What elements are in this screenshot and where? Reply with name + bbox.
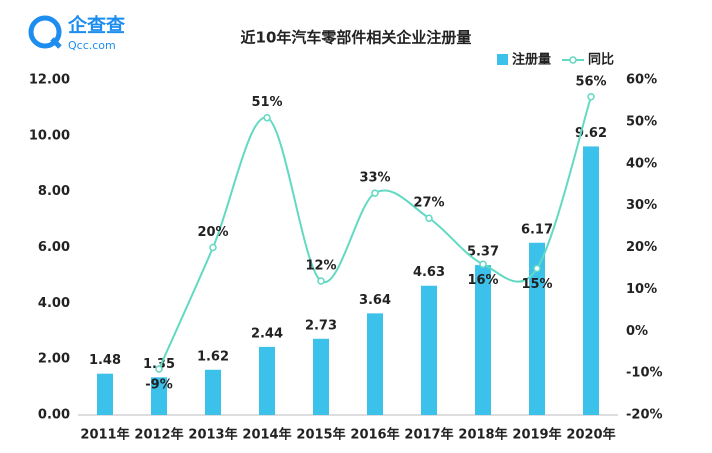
line-marker [371,189,379,197]
bar-label: 1.62 [197,349,229,364]
y-tick-label: 10.00 [29,128,70,143]
bar-label: 2.44 [251,326,283,341]
y2-tick-label: 30% [626,198,657,213]
bar [151,377,167,415]
y2-tick-label: 0% [626,324,648,339]
y-tick-label: 2.00 [38,352,70,367]
line-label: 12% [305,259,336,274]
line-label: 20% [197,225,228,240]
line-marker [263,113,271,122]
line-marker [587,93,595,101]
y2-tick-label: 40% [626,156,657,171]
bar-label: 9.62 [575,126,607,141]
line-label: 15% [521,277,552,292]
y-tick-label: 4.00 [38,296,70,311]
bar [475,265,491,415]
logo-domain: Qcc.com [68,39,116,52]
line-label: 16% [467,273,498,288]
y2-tick-label: 50% [626,114,657,129]
logo-icon [50,37,62,49]
y-tick-label: 8.00 [38,184,70,199]
bar-label: 1.35 [143,357,175,372]
y-tick-label: 0.00 [38,408,70,423]
logo-icon [28,15,62,49]
x-tick-label: 2012年 [134,427,183,443]
bar-label: 3.64 [359,293,391,308]
logo: 企查查 Qcc.com [28,14,126,52]
x-tick-label: 2014年 [242,427,291,443]
y2-tick-label: 10% [626,282,657,297]
y-tick-label: 6.00 [38,240,70,255]
line-marker [209,243,217,252]
line-label: 56% [575,74,606,89]
x-tick-label: 2018年 [458,427,507,443]
line-marker [155,365,163,373]
bar [313,338,329,415]
y2-tick-label: -20% [626,408,663,423]
bar [529,242,545,415]
y2-tick-label: 20% [626,240,657,255]
chart-title: 近10年汽车零部件相关企业注册量 [241,29,472,47]
x-tick-label: 2016年 [350,427,399,443]
line-marker [479,260,487,268]
x-tick-label: 2017年 [404,427,453,443]
legend-swatch [569,56,577,64]
x-tick-label: 2020年 [566,427,615,443]
bar-label: 1.48 [89,353,121,368]
legend-label: 同比 [588,52,614,68]
bar [421,285,437,415]
bar [367,313,383,415]
y2-tick-label: -10% [626,366,663,381]
x-tick-label: 2013年 [188,427,237,443]
bar-label: 5.37 [467,245,499,260]
line-label: 33% [359,171,390,186]
y2-tick-label: 60% [626,73,657,88]
bar [205,369,221,415]
legend-swatch [497,54,508,65]
x-tick-label: 2015年 [296,427,345,443]
bar [259,346,275,415]
bar-label: 2.73 [305,318,337,333]
logo-name: 企查查 [67,14,126,37]
bar [97,373,113,415]
line [158,96,592,370]
bar-label: 4.63 [413,265,445,280]
line-label: 51% [251,95,282,110]
line-label: 27% [413,196,444,211]
line-label: -9% [145,377,172,392]
x-tick-label: 2019年 [512,427,561,443]
line-marker [317,277,325,285]
bar [583,146,599,416]
bar-label: 6.17 [521,222,553,237]
x-tick-label: 2011年 [80,427,129,443]
line-marker [425,214,433,222]
line-marker [533,264,541,273]
y-tick-label: 12.00 [29,73,70,88]
legend-label: 注册量 [512,52,551,68]
